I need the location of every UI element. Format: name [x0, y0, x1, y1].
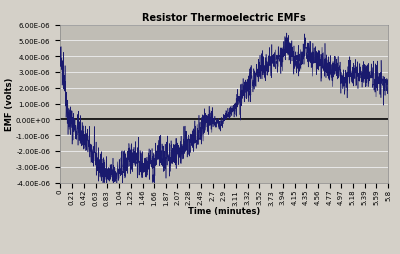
X-axis label: Time (minutes): Time (minutes) — [188, 206, 260, 215]
Title: Resistor Thermoelectric EMFs: Resistor Thermoelectric EMFs — [142, 13, 306, 23]
Y-axis label: EMF (volts): EMF (volts) — [5, 77, 14, 131]
